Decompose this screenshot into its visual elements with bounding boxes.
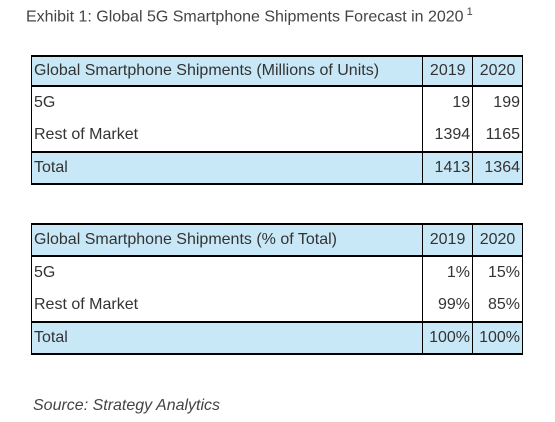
- cell-2019: 1394: [422, 118, 474, 152]
- shipments-percent-table: Global Smartphone Shipments (% of Total)…: [30, 223, 523, 355]
- cell-2019: 1%: [422, 256, 474, 288]
- table-row: Rest of Market 1394 1165: [30, 118, 523, 152]
- table-total-row: Total 100% 100%: [30, 321, 523, 355]
- column-header-2019: 2019: [422, 223, 474, 257]
- table-total-row: Total 1413 1364: [30, 151, 523, 185]
- total-label: Total: [30, 321, 424, 355]
- source-note: Source: Strategy Analytics: [33, 397, 221, 414]
- exhibit-title-text: Exhibit 1: Global 5G Smartphone Shipment…: [26, 8, 464, 26]
- row-label: 5G: [30, 86, 424, 118]
- total-2019: 100%: [422, 321, 474, 355]
- table-header-row: Global Smartphone Shipments (Millions of…: [30, 55, 523, 87]
- exhibit-title: Exhibit 1: Global 5G Smartphone Shipment…: [26, 6, 473, 26]
- cell-2020: 85%: [472, 288, 523, 322]
- table-header-row: Global Smartphone Shipments (% of Total)…: [30, 223, 523, 257]
- column-header-2019: 2019: [422, 55, 474, 87]
- cell-2019: 99%: [422, 288, 474, 322]
- table-row: Rest of Market 99% 85%: [30, 288, 523, 322]
- table-row: 5G 1% 15%: [30, 256, 523, 288]
- row-label: Rest of Market: [30, 288, 424, 322]
- total-label: Total: [30, 151, 424, 185]
- column-header-metric: Global Smartphone Shipments (% of Total): [30, 223, 424, 257]
- table-row: 5G 19 199: [30, 86, 523, 118]
- row-label: 5G: [30, 256, 424, 288]
- total-2019: 1413: [422, 151, 474, 185]
- shipments-units-table: Global Smartphone Shipments (Millions of…: [30, 55, 523, 185]
- cell-2019: 19: [422, 86, 474, 118]
- cell-2020: 15%: [472, 256, 523, 288]
- total-2020: 100%: [472, 321, 523, 355]
- cell-2020: 199: [472, 86, 523, 118]
- footnote-marker: 1: [466, 6, 473, 18]
- total-2020: 1364: [472, 151, 523, 185]
- cell-2020: 1165: [472, 118, 523, 152]
- column-header-metric: Global Smartphone Shipments (Millions of…: [30, 55, 424, 87]
- column-header-2020: 2020: [472, 55, 523, 87]
- row-label: Rest of Market: [30, 118, 424, 152]
- column-header-2020: 2020: [472, 223, 523, 257]
